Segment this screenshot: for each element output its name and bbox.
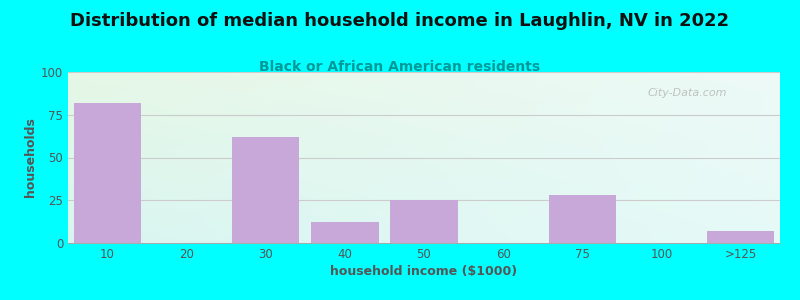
Bar [232, 137, 299, 243]
X-axis label: household income ($1000): household income ($1000) [330, 265, 518, 278]
Text: Black or African American residents: Black or African American residents [259, 60, 541, 74]
Text: Distribution of median household income in Laughlin, NV in 2022: Distribution of median household income … [70, 12, 730, 30]
Bar [707, 231, 774, 243]
Text: City-Data.com: City-Data.com [648, 88, 727, 98]
Bar [549, 195, 616, 243]
Bar [311, 223, 378, 243]
Y-axis label: households: households [24, 118, 37, 197]
Bar [390, 200, 458, 243]
Bar [74, 103, 141, 243]
